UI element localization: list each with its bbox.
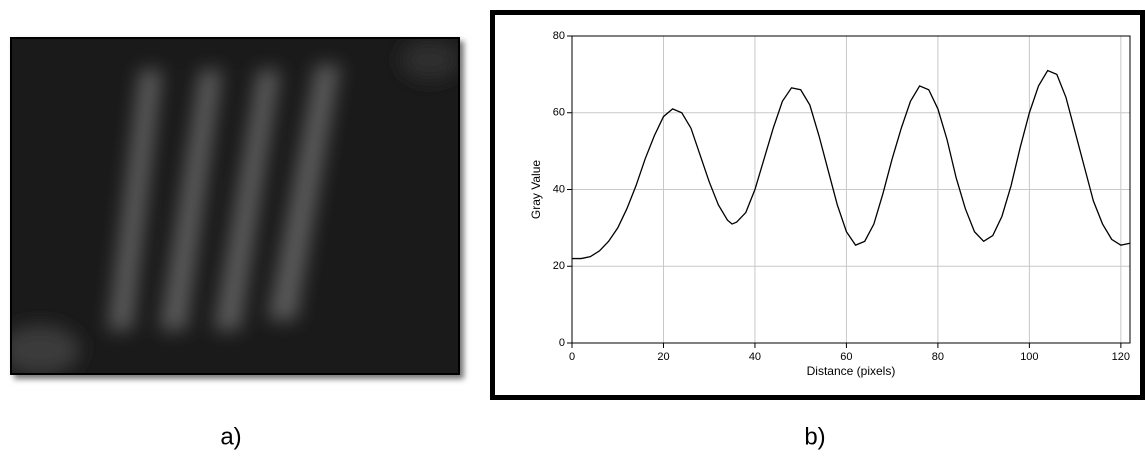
y-tick-label: 0 — [559, 337, 565, 349]
x-tick-label: 40 — [749, 351, 761, 363]
panel-label: a) — [220, 423, 241, 450]
x-tick-label: 0 — [569, 351, 575, 363]
x-tick-label: 20 — [657, 351, 669, 363]
y-tick-label: 60 — [553, 107, 565, 119]
y-tick-label: 80 — [553, 30, 565, 42]
micrograph — [0, 37, 460, 375]
figure: 0 20 40 60 80 0 20 40 60 80 100 120 Distance (pixels… — [0, 0, 1145, 453]
plot-frame — [493, 13, 1143, 398]
x-tick-label: 120 — [1112, 351, 1130, 363]
panel-label: b) — [804, 423, 825, 450]
x-axis-label: Distance (pixels) — [807, 364, 896, 378]
y-tick-label: 20 — [553, 260, 565, 272]
y-axis-label: Gray Value — [529, 160, 543, 219]
x-tick-label: 80 — [932, 351, 944, 363]
x-tick-label: 100 — [1020, 351, 1038, 363]
x-tick-label: 60 — [840, 351, 852, 363]
y-tick-label: 40 — [553, 183, 565, 195]
